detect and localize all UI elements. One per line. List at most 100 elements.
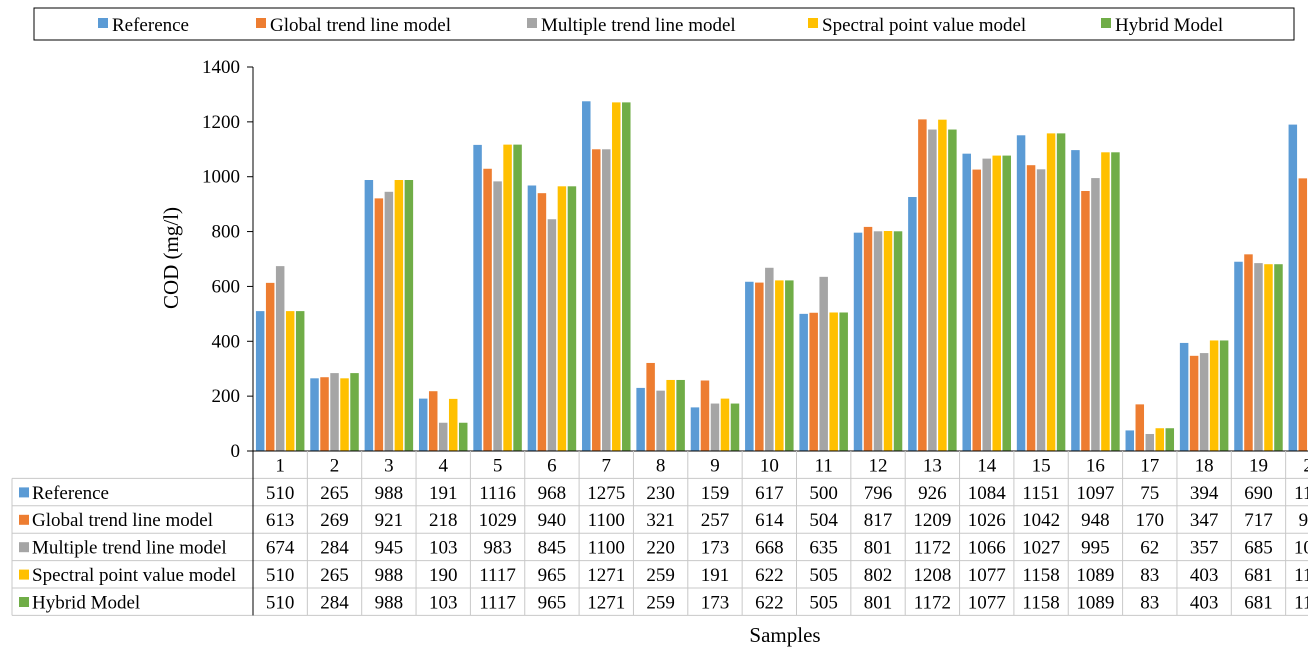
table-legend-key <box>19 487 29 498</box>
bar <box>602 149 611 452</box>
table-cell: 173 <box>701 592 730 613</box>
bar <box>883 231 893 451</box>
bar <box>839 312 848 451</box>
table-cell: 394 <box>1190 483 1219 504</box>
table-cell: 1022 <box>1294 538 1308 559</box>
bar <box>1111 152 1120 451</box>
table-cell: 1117 <box>479 565 516 586</box>
bar <box>295 311 305 451</box>
bar <box>1046 133 1056 451</box>
bar <box>428 391 438 451</box>
table-cell: 685 <box>1244 538 1273 559</box>
x-tick-label: 19 <box>1249 455 1268 476</box>
x-tick-label: 20 <box>1303 455 1308 476</box>
table-cell: 965 <box>538 565 567 586</box>
table-cell: 62 <box>1140 538 1159 559</box>
table-cell: 83 <box>1140 565 1159 586</box>
legend-swatch <box>808 18 818 28</box>
bar <box>513 144 522 451</box>
table-cell: 622 <box>755 592 784 613</box>
table-cell: 1158 <box>1022 592 1059 613</box>
legend-label: Global trend line model <box>270 15 451 36</box>
table-cell: 257 <box>701 510 730 531</box>
x-tick-label: 16 <box>1086 455 1105 476</box>
bar <box>962 153 971 451</box>
bar <box>730 403 740 451</box>
table-cell: 802 <box>864 565 893 586</box>
y-tick-label: 1400 <box>202 57 240 78</box>
table-cell: 965 <box>538 592 567 613</box>
bar <box>364 180 374 451</box>
table-cell: 668 <box>755 538 784 559</box>
bar <box>785 280 794 451</box>
bar <box>873 231 883 451</box>
bar <box>255 311 265 451</box>
legend-swatch <box>1101 18 1111 28</box>
table-cell: 801 <box>864 538 893 559</box>
table-cell: 994 <box>1299 510 1308 531</box>
x-tick-label: 11 <box>815 455 833 476</box>
bar <box>863 226 873 451</box>
table-cell: 988 <box>375 483 404 504</box>
table-cell: 347 <box>1190 510 1219 531</box>
table-cell: 1077 <box>968 565 1006 586</box>
table-cell: 220 <box>646 538 675 559</box>
bar <box>285 311 295 451</box>
table-cell: 1066 <box>968 538 1006 559</box>
table-cell: 926 <box>918 483 947 504</box>
bar <box>1016 135 1026 451</box>
x-tick-label: 12 <box>869 455 888 476</box>
bar <box>1081 190 1090 451</box>
bar <box>1165 428 1175 451</box>
table-cell: 1209 <box>913 510 951 531</box>
bar <box>473 144 482 451</box>
bar <box>622 102 631 451</box>
legend-swatch <box>98 18 108 28</box>
bar <box>493 181 502 451</box>
table-row-label: Global trend line model <box>32 510 213 531</box>
table-cell: 690 <box>1244 483 1273 504</box>
table-cell: 1151 <box>1022 483 1059 504</box>
table-cell: 1029 <box>479 510 517 531</box>
bar <box>765 267 774 451</box>
x-tick-label: 10 <box>760 455 779 476</box>
table-cell: 614 <box>755 510 784 531</box>
bar <box>666 379 675 451</box>
table-cell: 801 <box>864 592 893 613</box>
x-tick-label: 15 <box>1032 455 1051 476</box>
x-tick-label: 2 <box>330 455 340 476</box>
bar <box>1071 150 1080 451</box>
bar <box>527 185 537 451</box>
bar <box>567 186 577 452</box>
table-cell: 265 <box>320 565 349 586</box>
table-cell: 1181 <box>1294 592 1308 613</box>
table-cell: 635 <box>809 538 838 559</box>
bar <box>547 219 557 451</box>
x-tick-label: 6 <box>547 455 557 476</box>
bar <box>799 313 808 451</box>
table-cell: 1172 <box>914 538 951 559</box>
table-cell: 505 <box>809 592 838 613</box>
bar <box>1036 169 1046 451</box>
bar <box>1189 355 1199 451</box>
bar <box>1091 178 1100 452</box>
bar <box>1002 155 1011 451</box>
table-row-label: Reference <box>32 483 109 504</box>
x-tick-label: 14 <box>977 455 997 476</box>
y-tick-label: 400 <box>212 331 241 352</box>
y-axis: 0 200 400 600 800 1000 1200 1400 <box>202 57 254 462</box>
table-cell: 218 <box>429 510 458 531</box>
legend: Reference Global trend line model Multiple… <box>33 7 1295 41</box>
legend-label: Hybrid Model <box>1115 15 1223 36</box>
y-tick-label: 200 <box>212 386 241 407</box>
table-cell: 403 <box>1190 565 1219 586</box>
x-tick-label: 5 <box>493 455 503 476</box>
bar <box>265 282 275 451</box>
table-cell: 940 <box>538 510 567 531</box>
bar <box>853 232 863 451</box>
bar <box>1199 353 1209 451</box>
table-cell: 191 <box>429 483 458 504</box>
table-legend-key <box>19 569 29 580</box>
bar <box>1101 152 1110 451</box>
table-legend-key <box>19 514 29 525</box>
